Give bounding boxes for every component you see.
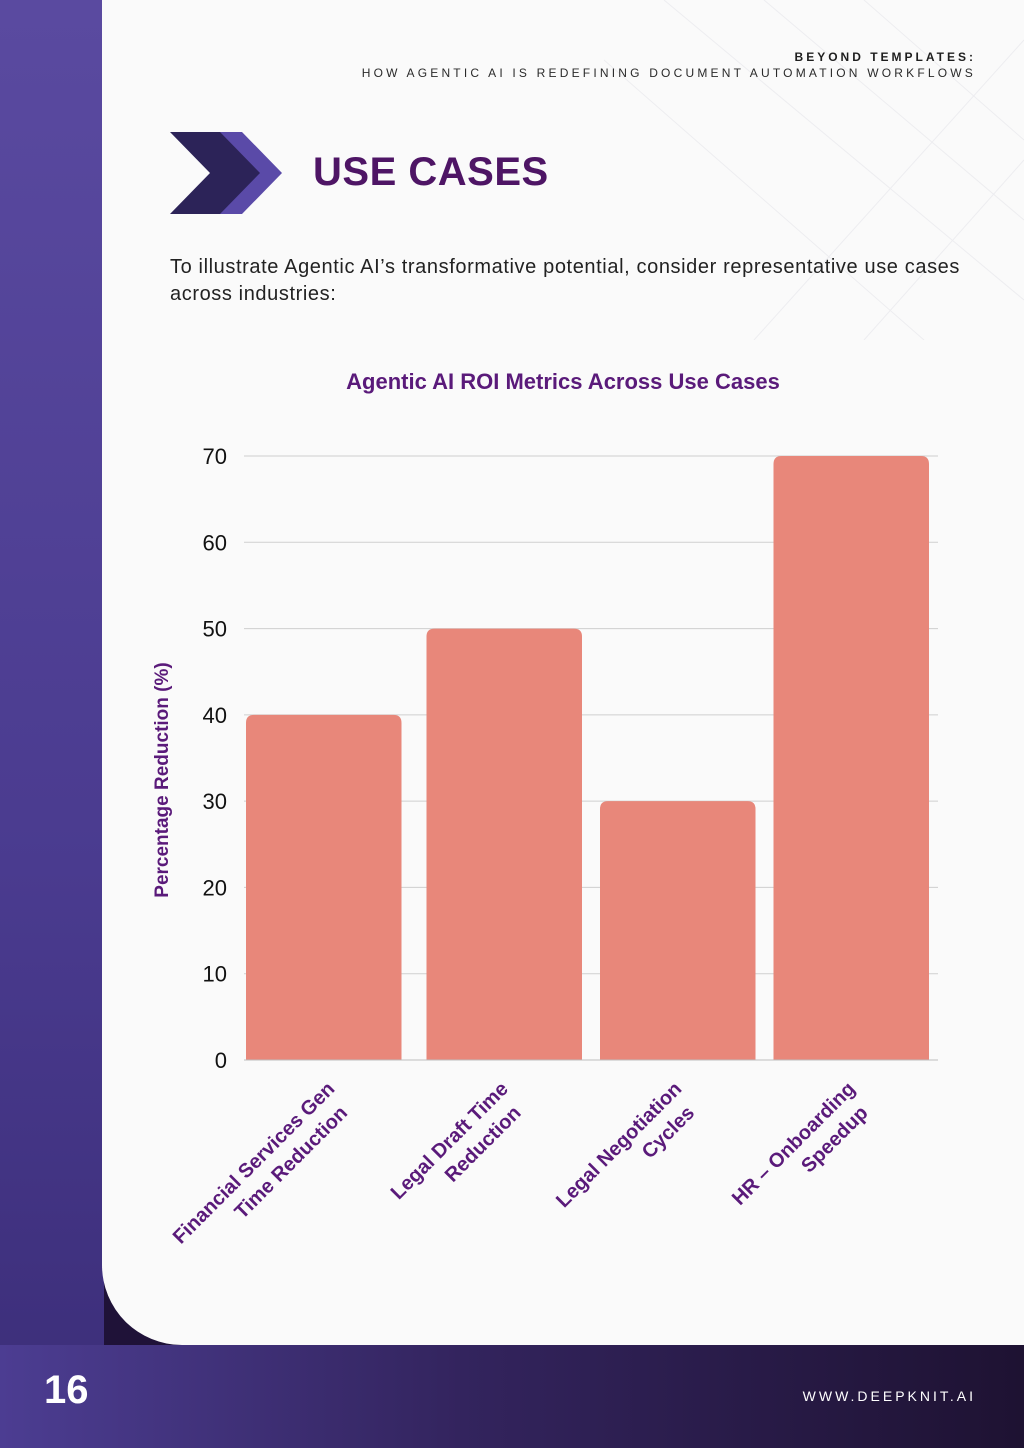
chevron-arrows-icon	[170, 132, 282, 214]
website-link[interactable]: WWW.DEEPKNIT.AI	[802, 1388, 976, 1404]
x-category-label: Legal Draft TimeReduction	[387, 1078, 531, 1222]
y-tick-label: 0	[215, 1048, 227, 1073]
x-category-label: HR – OnboardingSpeedup	[728, 1078, 878, 1228]
bar	[246, 714, 402, 1060]
section-title: USE CASES	[313, 150, 549, 194]
x-category-label-line: Financial Services Gen	[169, 1078, 339, 1248]
y-tick-label: 70	[203, 444, 227, 469]
bar	[600, 801, 756, 1060]
page-number: 16	[44, 1368, 89, 1412]
intro-paragraph: To illustrate Agentic AI’s transformativ…	[170, 256, 960, 305]
y-tick-label: 10	[203, 962, 227, 987]
bar	[773, 456, 929, 1060]
y-axis-label: Percentage Reduction (%)	[152, 662, 173, 897]
y-tick-label: 30	[203, 789, 227, 814]
background-pattern	[604, 0, 1024, 340]
bar-chart: 0 10 20 30 40 50 60 70 Financial Services GenTim…	[152, 444, 938, 1267]
header-subtitle: HOW AGENTIC AI IS REDEFINING DOCUMENT AU…	[361, 66, 976, 80]
y-tick-label: 20	[203, 875, 227, 900]
x-category-label: Financial Services GenTime Reduction	[169, 1078, 358, 1267]
bar	[426, 628, 582, 1060]
document-header: BEYOND TEMPLATES: HOW AGENTIC AI IS REDE…	[362, 50, 976, 80]
header-title: BEYOND TEMPLATES:	[794, 50, 976, 64]
chart-title: Agentic AI ROI Metrics Across Use Cases	[346, 369, 780, 394]
footer-band	[0, 1345, 1024, 1448]
sidebar-band	[0, 0, 104, 1448]
y-tick-label: 60	[203, 530, 227, 555]
x-category-label: Legal NegotiationCycles	[552, 1078, 705, 1231]
y-tick-label: 40	[203, 703, 227, 728]
y-tick-label: 50	[203, 617, 227, 642]
